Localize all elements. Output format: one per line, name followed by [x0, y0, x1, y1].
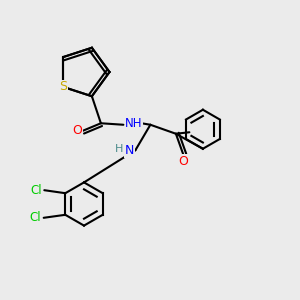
- Text: O: O: [73, 124, 82, 137]
- Text: H: H: [115, 144, 123, 154]
- Text: Cl: Cl: [29, 211, 41, 224]
- Text: S: S: [59, 80, 68, 94]
- Text: N: N: [125, 144, 134, 158]
- Text: Cl: Cl: [30, 184, 42, 197]
- Text: O: O: [178, 155, 188, 168]
- Text: NH: NH: [125, 117, 142, 130]
